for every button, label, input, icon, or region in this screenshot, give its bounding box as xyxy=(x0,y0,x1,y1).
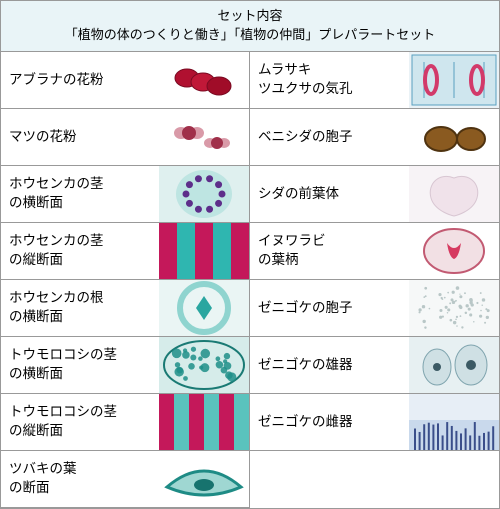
table-cell: トウモロコシの茎 の横断面 xyxy=(1,337,250,394)
specimen-label: ゼニゴケの雌器 xyxy=(250,394,409,450)
specimen-thumbnail xyxy=(409,223,499,279)
header-line-1: セット内容 xyxy=(5,7,495,26)
table-cell: アブラナの花粉 xyxy=(1,52,250,109)
specimen-thumbnail xyxy=(409,394,499,450)
specimen-thumbnail xyxy=(159,394,249,450)
table-cell: ムラサキ ツユクサの気孔 xyxy=(250,52,499,109)
specimen-thumbnail xyxy=(159,166,249,222)
specimen-label: ホウセンカの茎 の縦断面 xyxy=(1,223,159,279)
specimen-label: ゼニゴケの胞子 xyxy=(250,280,409,336)
specimen-label: ムラサキ ツユクサの気孔 xyxy=(250,52,409,108)
specimen-thumbnail xyxy=(159,280,249,336)
specimen-thumbnail xyxy=(409,280,499,336)
specimen-label: トウモロコシの茎 の縦断面 xyxy=(1,394,159,450)
specimen-thumbnail xyxy=(409,166,499,222)
specimen-thumbnail xyxy=(409,52,499,108)
table-cell: ゼニゴケの雄器 xyxy=(250,337,499,394)
table-cell: ホウセンカの茎 の縦断面 xyxy=(1,223,250,280)
specimen-label: ゼニゴケの雄器 xyxy=(250,337,409,393)
specimen-thumbnail xyxy=(159,451,249,507)
table-cell xyxy=(250,451,499,508)
specimen-thumbnail xyxy=(159,52,249,108)
specimen-thumbnail xyxy=(159,337,249,393)
table-cell: シダの前葉体 xyxy=(250,166,499,223)
table-cell: ゼニゴケの胞子 xyxy=(250,280,499,337)
specimen-label: ホウセンカの茎 の横断面 xyxy=(1,166,159,222)
specimen-thumbnail xyxy=(159,109,249,165)
specimen-label: シダの前葉体 xyxy=(250,166,409,222)
specimen-label: マツの花粉 xyxy=(1,109,159,165)
table-cell: ホウセンカの根 の横断面 xyxy=(1,280,250,337)
table-cell: イヌワラビ の葉柄 xyxy=(250,223,499,280)
table-cell: ベニシダの胞子 xyxy=(250,109,499,166)
table-cell: ゼニゴケの雌器 xyxy=(250,394,499,451)
specimen-table: セット内容 「植物の体のつくりと働き」「植物の仲間」プレパラートセット アブラナ… xyxy=(0,0,500,509)
table-cell: ツバキの葉 の断面 xyxy=(1,451,250,508)
specimen-thumbnail xyxy=(409,109,499,165)
specimen-label: トウモロコシの茎 の横断面 xyxy=(1,337,159,393)
specimen-thumbnail xyxy=(409,337,499,393)
specimen-label: アブラナの花粉 xyxy=(1,52,159,108)
specimen-label: イヌワラビ の葉柄 xyxy=(250,223,409,279)
table-cell: トウモロコシの茎 の縦断面 xyxy=(1,394,250,451)
specimen-label: ホウセンカの根 の横断面 xyxy=(1,280,159,336)
header-line-2: 「植物の体のつくりと働き」「植物の仲間」プレパラートセット xyxy=(5,26,495,45)
table-cell: ホウセンカの茎 の横断面 xyxy=(1,166,250,223)
table-cell: マツの花粉 xyxy=(1,109,250,166)
table-body: アブラナの花粉 ムラサキ ツユクサの気孔 マツの花粉 ベニシダの胞子 ホウセンカの… xyxy=(1,52,499,508)
specimen-label: ツバキの葉 の断面 xyxy=(1,451,159,507)
specimen-thumbnail xyxy=(159,223,249,279)
table-header: セット内容 「植物の体のつくりと働き」「植物の仲間」プレパラートセット xyxy=(1,1,499,52)
specimen-label: ベニシダの胞子 xyxy=(250,109,409,165)
